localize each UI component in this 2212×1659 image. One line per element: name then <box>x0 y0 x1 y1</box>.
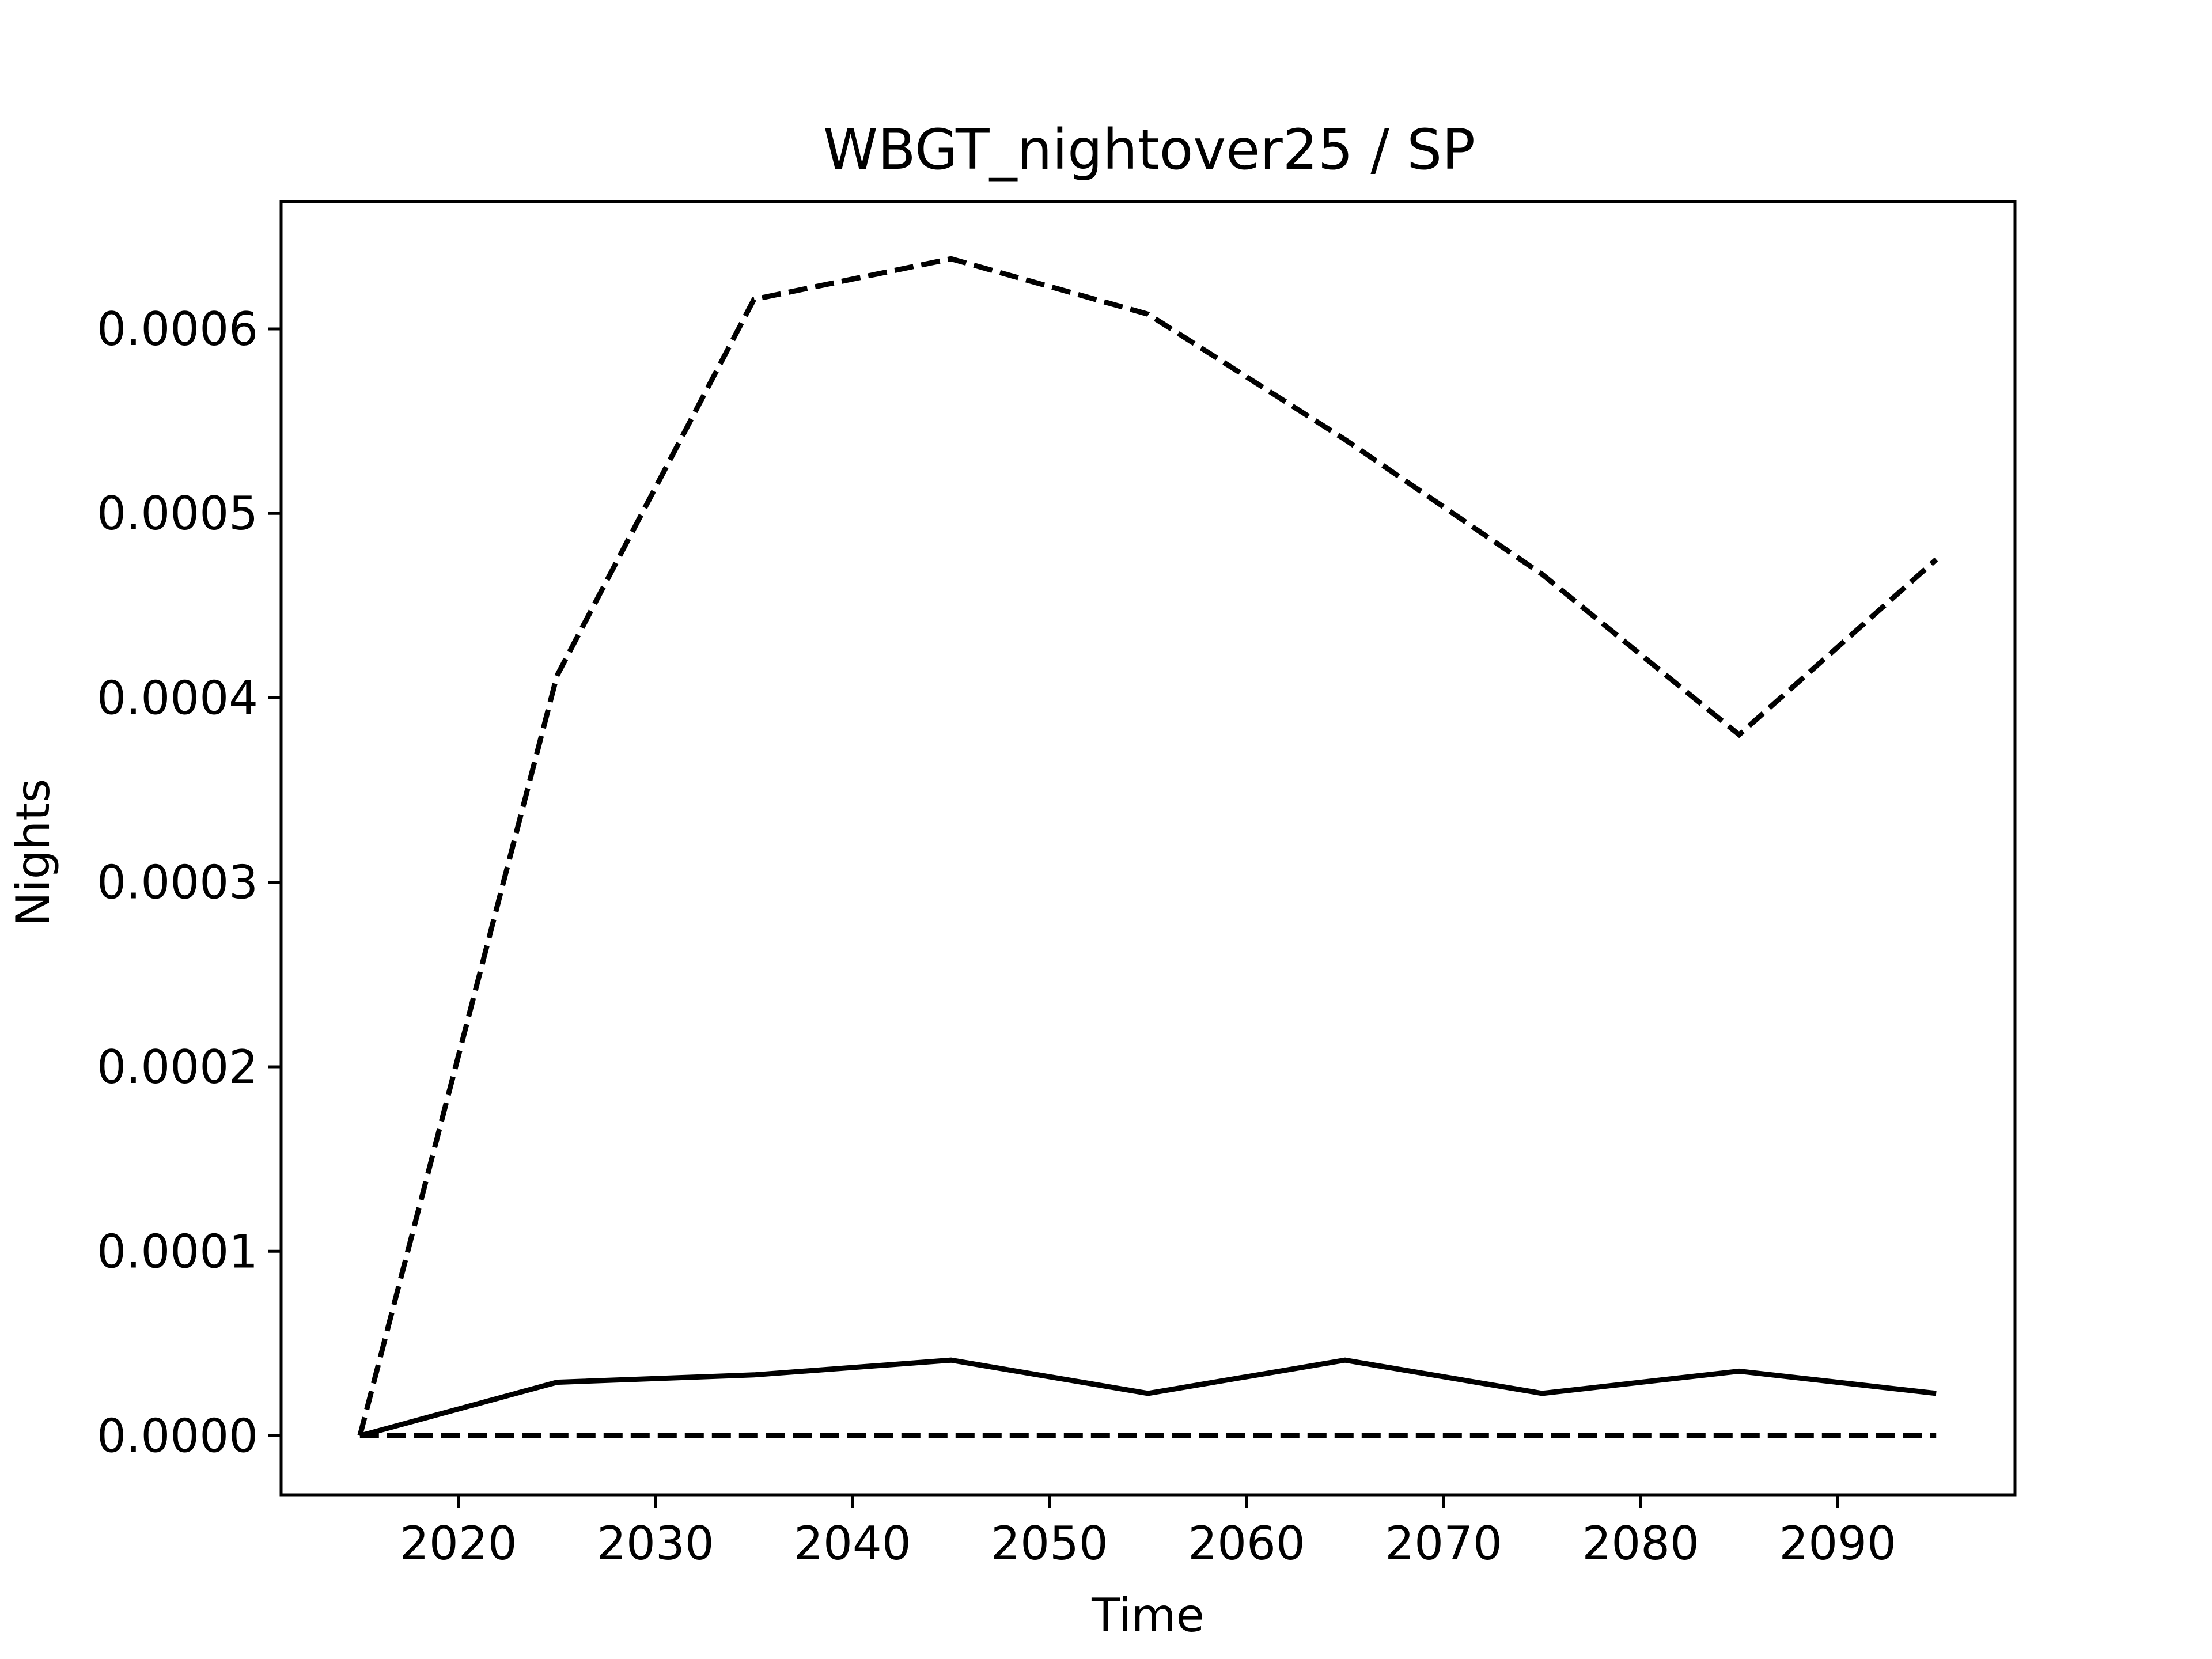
series-line-1 <box>359 1357 1937 1438</box>
y-tick-label: 0.0003 <box>97 856 258 910</box>
y-axis: 0.0000 0.0001 0.0002 0.0003 0.0004 0.0005 0.00… <box>97 302 281 1463</box>
y-tick-label: 0.0006 <box>97 302 258 356</box>
chart-title: WBGT_nightover25 / SP <box>823 118 1475 182</box>
y-tick-label: 0.0001 <box>97 1225 258 1278</box>
y-tick-label: 0.0002 <box>97 1040 258 1094</box>
x-axis-label: Time <box>1091 1589 1205 1642</box>
y-tick-label: 0.0005 <box>97 487 258 540</box>
x-tick-label: 2050 <box>991 1517 1108 1570</box>
x-tick-label: 2060 <box>1188 1517 1305 1570</box>
x-tick-label: 2020 <box>400 1517 517 1570</box>
y-tick-label: 0.0000 <box>97 1410 258 1463</box>
y-tick-label: 0.0004 <box>97 671 258 725</box>
series-line-2 <box>357 256 1938 1437</box>
x-tick-label: 2040 <box>794 1517 911 1570</box>
x-axis: 2020 2030 2040 2050 2060 2070 2080 2090 <box>400 1495 1896 1570</box>
plot-area <box>357 256 1938 1438</box>
x-tick-label: 2090 <box>1779 1517 1896 1570</box>
x-tick-label: 2070 <box>1385 1517 1502 1570</box>
y-axis-label: Nights <box>6 779 60 927</box>
plot-frame <box>279 200 2017 1497</box>
x-tick-label: 2080 <box>1582 1517 1699 1570</box>
x-tick-label: 2030 <box>597 1517 714 1570</box>
